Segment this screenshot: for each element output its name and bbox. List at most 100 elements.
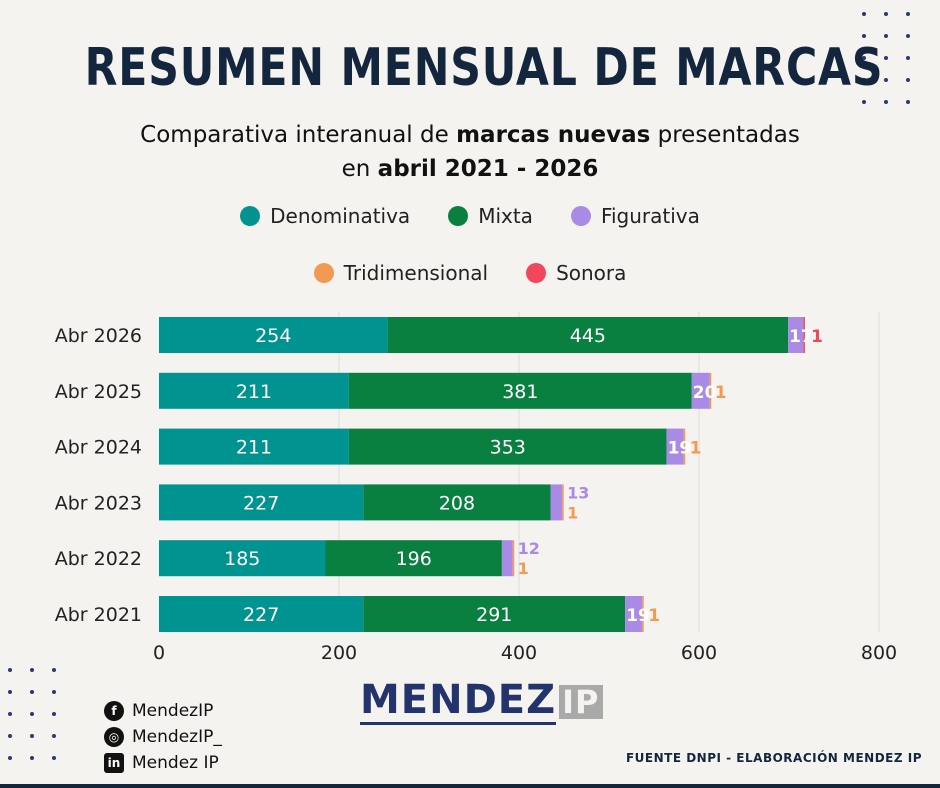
- page-subtitle: Comparativa interanual de marcas nuevas …: [0, 118, 940, 186]
- decorative-dot: [52, 712, 56, 716]
- data-label: 211: [236, 381, 272, 403]
- brand-logo: MENDEZ IP: [360, 678, 603, 725]
- bar-segment: [159, 428, 349, 465]
- data-label: 227: [243, 604, 279, 626]
- data-label: 445: [570, 325, 606, 347]
- data-label: 1: [567, 503, 578, 522]
- subtitle-text: presentadas: [650, 122, 800, 148]
- legend-label: Mixta: [478, 204, 533, 228]
- legend-swatch: [570, 206, 591, 226]
- legend-swatch: [526, 263, 547, 283]
- x-tick-label: 800: [861, 642, 897, 664]
- decorative-dot: [8, 690, 12, 694]
- legend-swatch: [240, 206, 261, 226]
- social-label: Mendez IP: [132, 753, 219, 773]
- data-label: 208: [439, 492, 475, 514]
- data-label: 13: [567, 483, 589, 502]
- legend-label: Denominativa: [270, 204, 411, 228]
- data-label: 20: [693, 383, 717, 403]
- bar-segment: [159, 372, 349, 409]
- bar-segment: [501, 540, 513, 577]
- bar-segment: [387, 317, 789, 353]
- decorative-dot: [30, 756, 34, 760]
- bar-segment: [625, 596, 643, 632]
- data-label: 19: [668, 439, 692, 459]
- social-item[interactable]: in Mendez IP: [104, 750, 222, 776]
- data-label: 291: [476, 604, 512, 626]
- legend-item: Denominativa: [240, 204, 410, 228]
- decorative-dot: [862, 12, 866, 16]
- decorative-dot: [8, 712, 12, 716]
- decorative-dot: [862, 56, 866, 60]
- bar-segment: [666, 428, 684, 465]
- brand-suffix: IP: [559, 685, 603, 719]
- decorative-dot: [8, 668, 12, 672]
- bar-segment: [691, 372, 710, 409]
- data-label: 12: [518, 539, 540, 558]
- data-label: 1: [715, 383, 727, 403]
- decorative-dot: [884, 100, 888, 104]
- page-title: RESUMEN MENSUAL DE MARCAS: [84, 38, 884, 98]
- data-label: 381: [502, 381, 538, 403]
- x-tick-label: 0: [153, 642, 165, 664]
- decorative-dot: [884, 34, 888, 38]
- bar-segment: [512, 540, 515, 577]
- data-label: 196: [396, 548, 432, 570]
- x-tick-label: 600: [681, 642, 717, 664]
- instagram-icon: ◎: [104, 727, 124, 747]
- decorative-dot: [884, 12, 888, 16]
- data-label: 211: [236, 437, 272, 459]
- legend-row-1: Denominativa Mixta Figurativa: [0, 204, 940, 228]
- decorative-dot: [906, 12, 910, 16]
- decorative-dot: [8, 756, 12, 760]
- y-category-label: Abr 2021: [55, 604, 142, 626]
- bar-segment: [159, 317, 388, 353]
- decorative-dot: [884, 78, 888, 82]
- social-label: MendezIP_: [132, 727, 222, 747]
- source-note: FUENTE DNPI - ELABORACIÓN MENDEZ IP: [625, 751, 922, 765]
- facebook-icon: f: [104, 701, 124, 721]
- social-item[interactable]: ◎ MendezIP_: [104, 724, 222, 750]
- decorative-dot: [862, 34, 866, 38]
- bar-segment: [803, 317, 805, 353]
- legend-label: Tridimensional: [343, 261, 489, 285]
- decorative-dot: [862, 100, 866, 104]
- data-label: 19: [626, 606, 650, 626]
- bar-segment: [709, 372, 712, 409]
- subtitle-text: Comparativa interanual de: [140, 122, 457, 148]
- data-label: 1: [811, 327, 823, 347]
- decorative-dot: [906, 56, 910, 60]
- data-label: 353: [490, 437, 526, 459]
- bar-segment: [159, 540, 326, 577]
- linkedin-icon: in: [104, 753, 124, 773]
- data-label: 185: [224, 548, 260, 570]
- decorative-dot: [906, 34, 910, 38]
- social-links: f MendezIP ◎ MendezIP_in Mendez IP: [104, 698, 222, 776]
- decorative-dot: [862, 78, 866, 82]
- bottom-bar: [0, 784, 940, 788]
- y-category-label: Abr 2023: [55, 492, 142, 514]
- data-label: 17: [789, 327, 813, 347]
- subtitle-bold: abril 2021 - 2026: [377, 156, 599, 182]
- decorative-dot: [52, 690, 56, 694]
- legend-item: Sonora: [526, 261, 626, 285]
- data-label: 1: [648, 606, 660, 626]
- y-category-label: Abr 2022: [55, 548, 142, 570]
- decorative-dot: [30, 712, 34, 716]
- data-label: 227: [243, 492, 279, 514]
- bar-segment: [348, 428, 667, 465]
- decorative-dot: [884, 56, 888, 60]
- legend-label: Figurativa: [600, 204, 700, 228]
- y-category-label: Abr 2026: [55, 325, 142, 347]
- bar-segment: [562, 484, 564, 521]
- bar-segment: [550, 484, 563, 521]
- legend-label: Sonora: [556, 261, 627, 285]
- bar-segment: [363, 596, 626, 632]
- social-item[interactable]: f MendezIP: [104, 698, 222, 724]
- bar-segment: [642, 596, 644, 632]
- x-tick-label: 400: [501, 642, 537, 664]
- data-label: 1: [690, 439, 702, 459]
- bar-segment: [325, 540, 502, 577]
- legend-item: Figurativa: [570, 204, 700, 228]
